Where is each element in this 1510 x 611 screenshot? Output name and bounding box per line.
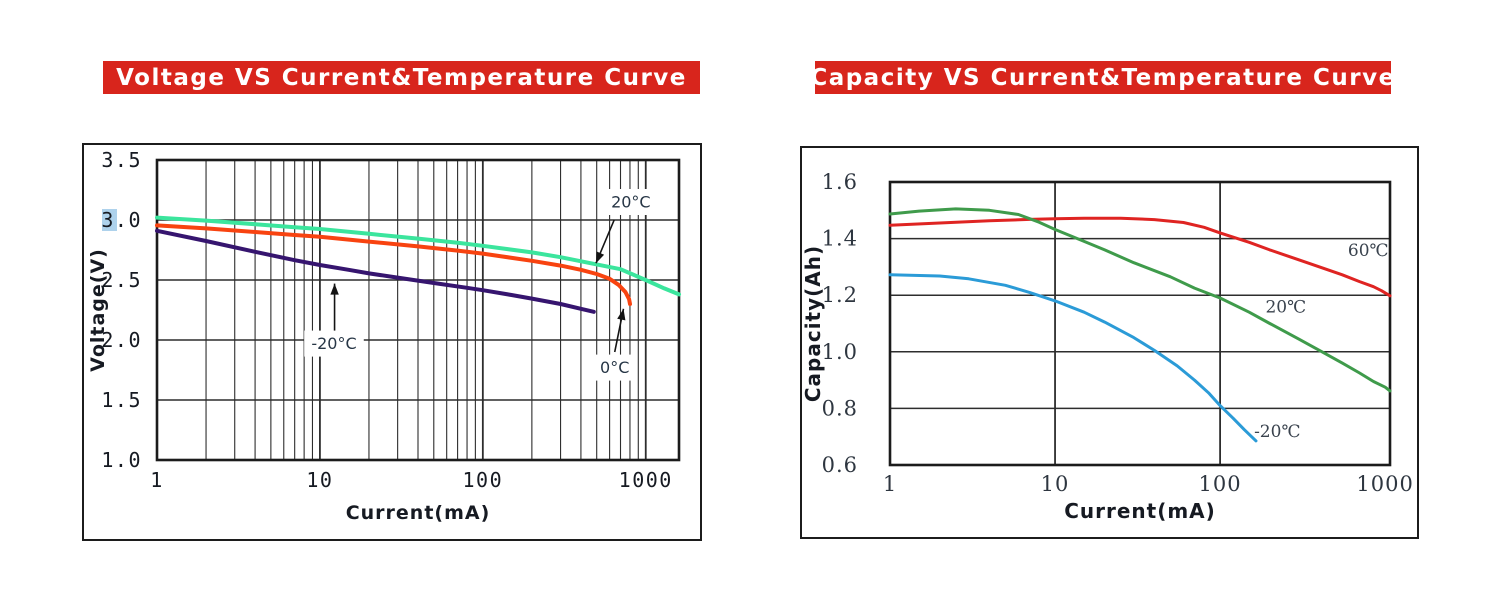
x-tick-label: 100 <box>1199 472 1242 496</box>
annotation-label: -20℃ <box>1254 422 1300 442</box>
capacity-chart-title: Capacity VS Current&Temperature Curve <box>810 64 1396 91</box>
series-line-60 <box>888 216 1392 298</box>
voltage-chart-title-banner: Voltage VS Current&Temperature Curve <box>103 61 700 94</box>
series-line-0C <box>155 223 632 306</box>
x-tick-label: 10 <box>306 468 333 492</box>
x-tick-label: 100 <box>463 468 504 492</box>
tick-highlight <box>102 209 117 231</box>
y-tick-label: 1.0 <box>101 448 142 472</box>
series-line-20C <box>155 215 681 297</box>
annotation-label: 20℃ <box>1265 297 1306 317</box>
y-tick-label: 1.4 <box>822 227 858 251</box>
annotation-label: 20°C <box>611 193 651 212</box>
y-axis-title: Capacity(Ah) <box>802 245 825 402</box>
capacity-chart-figure: 1.6 1.4 1.2 1.0 0.8 0.6 1 10 100 1000 Current(mA) C… <box>800 146 1419 539</box>
series-line-20 <box>888 207 1392 393</box>
annotation-label: 60℃ <box>1348 241 1389 261</box>
series-line--20 <box>888 273 1258 443</box>
annotation-label: -20°C <box>311 334 356 353</box>
x-axis-title: Current(mA) <box>1064 499 1216 523</box>
y-tick-label: 0.6 <box>822 453 858 477</box>
series-line--20C <box>155 228 596 314</box>
capacity-chart-canvas: 1.6 1.4 1.2 1.0 0.8 0.6 1 10 100 1000 Current(mA) C… <box>802 170 1413 523</box>
y-tick-label: 1.2 <box>822 283 858 307</box>
plot-border <box>888 180 1392 467</box>
x-tick-label: 10 <box>1041 472 1070 496</box>
annotation-arrowhead <box>596 251 605 264</box>
voltage-chart-canvas: 3.5 3.0 2.5 2.0 1.5 1.0 1 10 100 1000 Current(mA) V… <box>87 148 681 524</box>
annotation-label: 0°C <box>600 358 629 377</box>
y-tick-label: 1.6 <box>822 170 858 194</box>
y-tick-label: 2.0 <box>101 328 142 352</box>
y-tick-label: 3.5 <box>101 148 142 172</box>
x-tick-label: 1000 <box>1356 472 1413 496</box>
plot-border <box>155 158 681 462</box>
y-tick-label: 0.8 <box>822 396 858 420</box>
y-tick-label: 2.5 <box>101 268 142 292</box>
annotation-box <box>594 354 635 381</box>
annotation-box <box>605 189 656 215</box>
annotation-arrowhead <box>330 283 339 295</box>
voltage-chart-figure: 3.5 3.0 2.5 2.0 1.5 1.0 1 10 100 1000 Current(mA) V… <box>82 143 702 541</box>
y-tick-label: 3.0 <box>101 208 142 232</box>
annotation-box <box>304 330 364 357</box>
x-tick-label: 1 <box>150 468 164 492</box>
y-axis-title: Voltage(V) <box>87 248 109 372</box>
x-tick-label: 1000 <box>619 468 673 492</box>
annotation-arrowhead <box>617 308 626 321</box>
x-axis-title: Current(mA) <box>346 502 491 524</box>
x-tick-label: 1 <box>883 472 897 496</box>
voltage-chart-title: Voltage VS Current&Temperature Curve <box>116 64 687 91</box>
capacity-chart-title-banner: Capacity VS Current&Temperature Curve <box>810 61 1394 94</box>
y-tick-label: 1.0 <box>822 340 858 364</box>
y-tick-label: 1.5 <box>101 388 142 412</box>
